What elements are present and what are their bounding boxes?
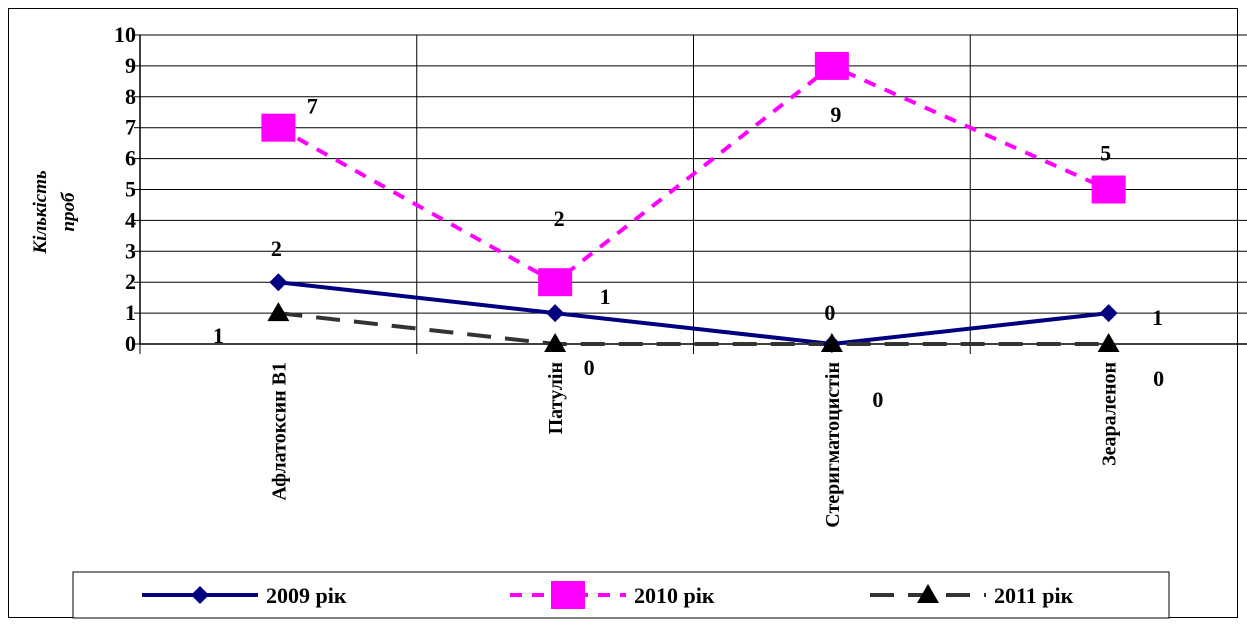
series-marker [546,304,565,323]
legend-label: 2009 рік [266,583,347,608]
series-marker [269,273,288,292]
y-tick-label: 1 [125,300,136,325]
data-label: 1 [213,323,224,348]
y-tick-label: 6 [125,146,136,171]
data-label: 2 [271,236,282,261]
legend-marker [191,586,209,604]
y-tick-label: 4 [125,207,136,232]
data-label: 0 [1153,366,1164,391]
series-group [261,51,1126,353]
y-tick-label: 10 [114,22,136,47]
legend-label: 2010 рік [634,583,715,608]
y-tick-label: 7 [125,115,136,140]
series-marker [814,51,849,80]
data-label: 1 [1152,305,1163,330]
series-marker [538,268,573,297]
series-line [278,280,1109,347]
legend-marker [917,584,939,603]
series-marker [1091,175,1126,204]
category-label: Зеараленон [1099,362,1121,466]
data-label: 9 [830,102,841,127]
series-marker [1097,333,1120,352]
grid-lines [139,34,1247,354]
y-tick-label: 5 [125,177,136,202]
data-label: 1 [600,284,611,309]
series-line [278,311,1109,346]
y-tick-label: 0 [125,331,136,356]
series-line [277,63,1110,285]
y-axis-label-line: Кількість [30,170,51,255]
y-axis-label: Кількість проб [30,170,79,255]
axes [134,34,1247,345]
series-marker [261,113,296,142]
data-label: 0 [824,300,835,325]
y-axis-label-line: проб [58,191,79,232]
data-label: 0 [872,387,883,412]
data-label: 0 [584,355,595,380]
category-label: Афлатоксин В1 [268,362,290,501]
y-tick-label: 8 [125,84,136,109]
data-label: 2 [554,206,565,231]
category-labels: Афлатоксин В1 Патулін Стеригматоцистін Зеар… [268,362,1120,528]
data-labels: 2 1 0 1 7 2 9 5 1 0 0 0 [213,94,1164,412]
category-label: Стеригматоцистін [822,362,844,528]
series-marker [820,333,843,352]
y-tick-label: 3 [125,238,136,263]
data-label: 7 [307,94,318,119]
legend: 2009 рік 2010 рік 2011 рік [72,571,1170,619]
legend-marker [551,581,585,609]
series-marker [1099,304,1118,323]
series-marker [544,333,567,352]
series-marker [267,302,290,322]
legend-label: 2011 рік [994,583,1074,608]
y-tick-labels: 0 1 2 3 4 5 6 7 8 9 10 [114,22,136,356]
y-tick-label: 2 [125,269,136,294]
y-tick-label: 9 [125,53,136,78]
category-label: Патулін [545,362,567,434]
data-label: 5 [1100,141,1111,166]
